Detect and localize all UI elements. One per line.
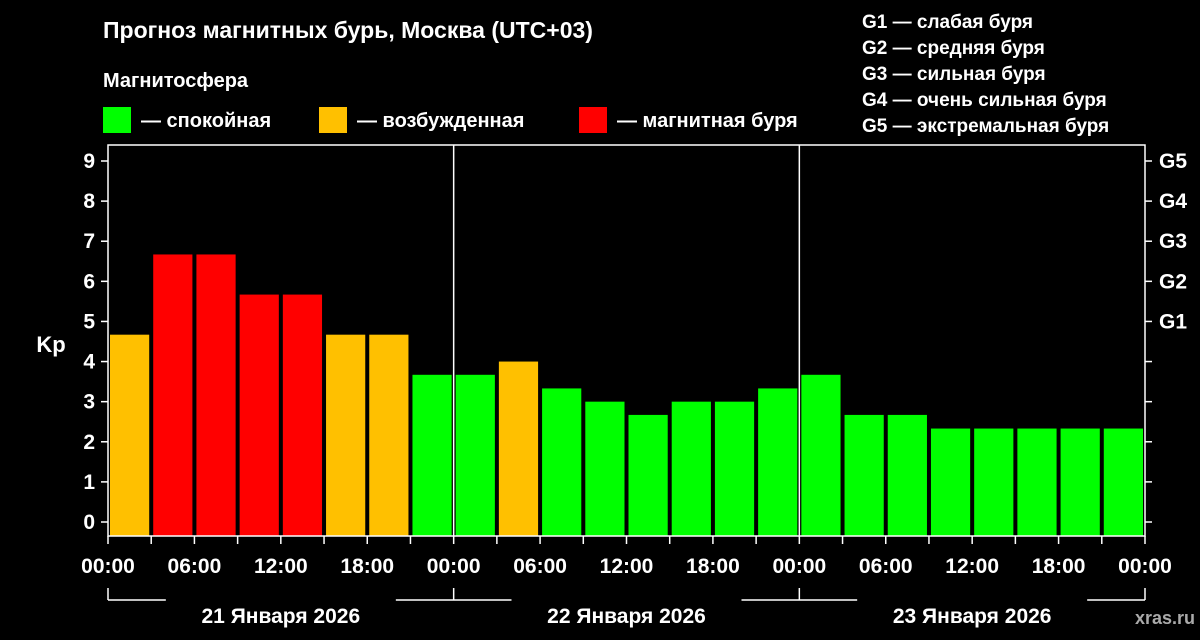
bar-12 [628,414,668,536]
bar-2 [196,254,236,536]
right-axis-label-g2: G2 [1159,270,1187,293]
y-tick-label-5: 5 [83,310,95,333]
legend-label-excited: — возбужденная [357,110,524,132]
bar-15 [758,388,798,536]
y-tick-label-1: 1 [83,471,95,494]
bar-3 [239,294,279,536]
day-label-2: 23 Января 2026 [893,605,1052,628]
right-axis-label-g1: G1 [1159,310,1187,333]
x-tick-label-10: 12:00 [945,555,999,578]
bar-13 [671,401,711,536]
legend-heading: Магнитосфера [103,70,249,92]
x-tick-label-9: 06:00 [859,555,913,578]
legend-label-storm: — магнитная буря [617,110,798,132]
x-tick-label-4: 00:00 [427,555,481,578]
g-scale-legend: G1 — слабая буря G2 — средняя буря G3 — … [862,12,1109,137]
g-scale-item-g3: G3 — сильная буря [862,64,1046,85]
x-tick-label-5: 06:00 [513,555,567,578]
x-tick-label-7: 18:00 [686,555,740,578]
bar-17 [844,414,884,536]
legend-swatch-calm [103,107,131,133]
g-scale-item-g5: G5 — экстремальная буря [862,116,1109,137]
bar-14 [714,401,755,536]
y-tick-label-2: 2 [83,431,95,454]
x-tick-label-1: 06:00 [168,555,222,578]
bar-9 [498,361,539,536]
y-axis-label: Kp [36,332,65,357]
x-tick-label-11: 18:00 [1032,555,1086,578]
day-label-gap-1 [511,596,742,604]
x-tick-label-0: 00:00 [81,555,135,578]
legend-label-calm: — спокойная [141,110,271,132]
right-axis-label-g5: G5 [1159,150,1187,173]
day-label-gap-2 [857,596,1088,604]
bar-5 [326,334,366,536]
y-tick-label-9: 9 [83,150,95,173]
right-axis-label-g4: G4 [1159,190,1187,213]
plot-area: 0 1 2 3 4 5 6 7 8 9 G1 G2 G3 G4 G5 00:00 06:00 12:00 18:00… [81,144,1187,628]
g-scale-item-g4: G4 — очень сильная буря [862,90,1107,111]
bar-8 [455,374,495,536]
day-label-gap-0 [165,596,396,604]
legend-swatch-storm [579,107,607,133]
x-tick-label-12: 00:00 [1118,555,1172,578]
day-label-1: 22 Января 2026 [547,605,706,628]
bar-18 [887,414,927,536]
bar-20 [974,428,1014,536]
x-tick-label-8: 00:00 [772,555,826,578]
bar-22 [1060,428,1100,536]
x-tick-label-2: 12:00 [254,555,308,578]
bar-7 [412,374,452,536]
source-watermark: xras.ru [1135,608,1195,628]
bar-23 [1103,428,1143,536]
g-scale-item-g2: G2 — средняя буря [862,38,1045,59]
chart-title: Прогноз магнитных бурь, Москва (UTC+03) [103,17,593,43]
g-scale-item-g1: G1 — слабая буря [862,12,1033,33]
day-label-0: 21 Января 2026 [202,605,361,628]
y-tick-label-0: 0 [83,511,95,534]
bar-0 [110,334,150,536]
right-axis-label-g3: G3 [1159,230,1187,253]
legend: — спокойная — возбужденная — магнитная б… [103,107,798,133]
y-tick-label-4: 4 [83,351,95,374]
bar-19 [930,428,971,536]
bar-21 [1017,428,1057,536]
y-tick-label-3: 3 [83,391,95,414]
y-tick-label-6: 6 [83,270,95,293]
bar-16 [801,374,841,536]
legend-swatch-excited [319,107,347,133]
bar-4 [282,294,323,536]
bar-1 [153,254,193,536]
y-tick-label-8: 8 [83,190,95,213]
bar-11 [585,401,625,536]
y-tick-label-7: 7 [83,230,95,253]
bar-6 [369,334,409,536]
x-tick-label-6: 12:00 [600,555,654,578]
bar-10 [542,388,582,536]
x-tick-label-3: 18:00 [340,555,394,578]
